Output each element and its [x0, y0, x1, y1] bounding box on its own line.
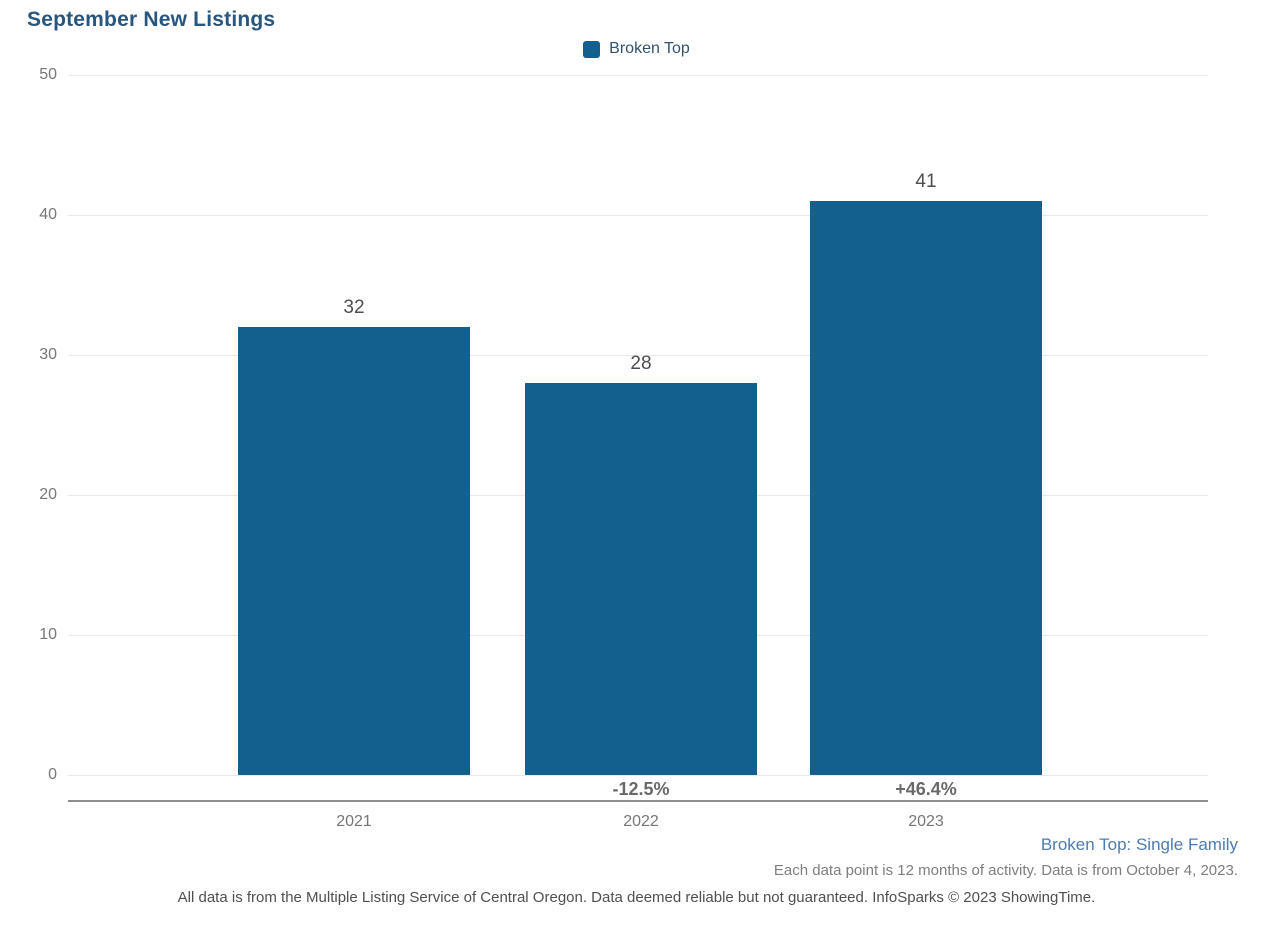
bar-2023[interactable]	[810, 201, 1042, 775]
gridline-y-0	[68, 775, 1208, 776]
pct-change-label-2022: -12.5%	[612, 779, 670, 799]
gridline-y-30	[68, 355, 1208, 356]
legend-item-broken-top[interactable]: Broken Top	[583, 40, 690, 58]
x-axis-tick-label-2022: 2022	[623, 813, 659, 830]
y-axis-tick-label-30: 30	[39, 346, 57, 363]
pct-change-label-2023: +46.4%	[895, 779, 957, 799]
gridline-y-40	[68, 215, 1208, 216]
y-axis-tick-label-50: 50	[39, 66, 57, 83]
gridline-y-50	[68, 75, 1208, 76]
legend: Broken Top	[0, 40, 1273, 58]
y-axis-tick-label-20: 20	[39, 486, 57, 503]
legend-item-label: Broken Top	[609, 40, 690, 57]
legend-swatch-icon	[583, 40, 601, 58]
y-axis-tick-label-40: 40	[39, 206, 57, 223]
bar-value-label-2021: 32	[343, 297, 365, 318]
data-currency-note: Each data point is 12 months of activity…	[773, 862, 1238, 879]
bar-value-label-2023: 41	[915, 171, 937, 192]
bar-value-label-2022: 28	[630, 353, 652, 374]
page-title: September New Listings	[27, 8, 276, 31]
y-axis-tick-label-0: 0	[48, 766, 57, 783]
series-definition-note: Broken Top: Single Family	[1040, 835, 1238, 854]
bar-2021[interactable]	[238, 327, 470, 775]
x-axis-tick-label-2021: 2021	[336, 813, 372, 830]
x-axis-line	[68, 800, 1208, 802]
mls-disclaimer: All data is from the Multiple Listing Se…	[177, 889, 1096, 906]
y-axis-tick-label-10: 10	[39, 626, 57, 643]
bar-2022[interactable]	[525, 383, 757, 775]
x-axis-tick-label-2023: 2023	[908, 813, 944, 830]
